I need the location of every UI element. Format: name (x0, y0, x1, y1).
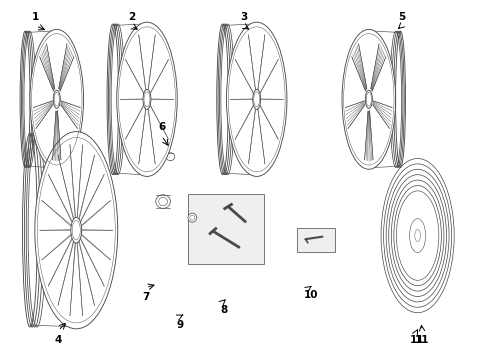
Ellipse shape (396, 191, 438, 280)
Ellipse shape (35, 132, 118, 329)
Bar (188, 194, 264, 264)
Ellipse shape (365, 90, 371, 108)
Text: 8: 8 (220, 305, 227, 315)
Ellipse shape (409, 219, 425, 253)
Ellipse shape (143, 89, 151, 109)
Ellipse shape (117, 22, 177, 176)
Text: 11: 11 (409, 334, 424, 345)
Text: 10: 10 (303, 291, 317, 301)
Ellipse shape (341, 30, 395, 169)
Text: 2: 2 (127, 12, 135, 22)
Ellipse shape (165, 153, 174, 161)
Text: 6: 6 (158, 122, 165, 132)
Ellipse shape (53, 90, 60, 108)
Bar (297, 228, 334, 252)
Text: 9: 9 (176, 320, 183, 330)
Text: 3: 3 (240, 12, 246, 22)
Text: 5: 5 (397, 12, 404, 22)
Text: 7: 7 (142, 292, 149, 302)
Text: 1: 1 (32, 12, 40, 22)
Text: 4: 4 (55, 334, 62, 345)
Text: 11: 11 (414, 334, 428, 345)
Ellipse shape (187, 213, 196, 222)
Ellipse shape (252, 89, 260, 109)
Ellipse shape (30, 30, 83, 169)
Ellipse shape (156, 195, 170, 208)
Ellipse shape (71, 217, 81, 243)
Ellipse shape (226, 22, 286, 176)
